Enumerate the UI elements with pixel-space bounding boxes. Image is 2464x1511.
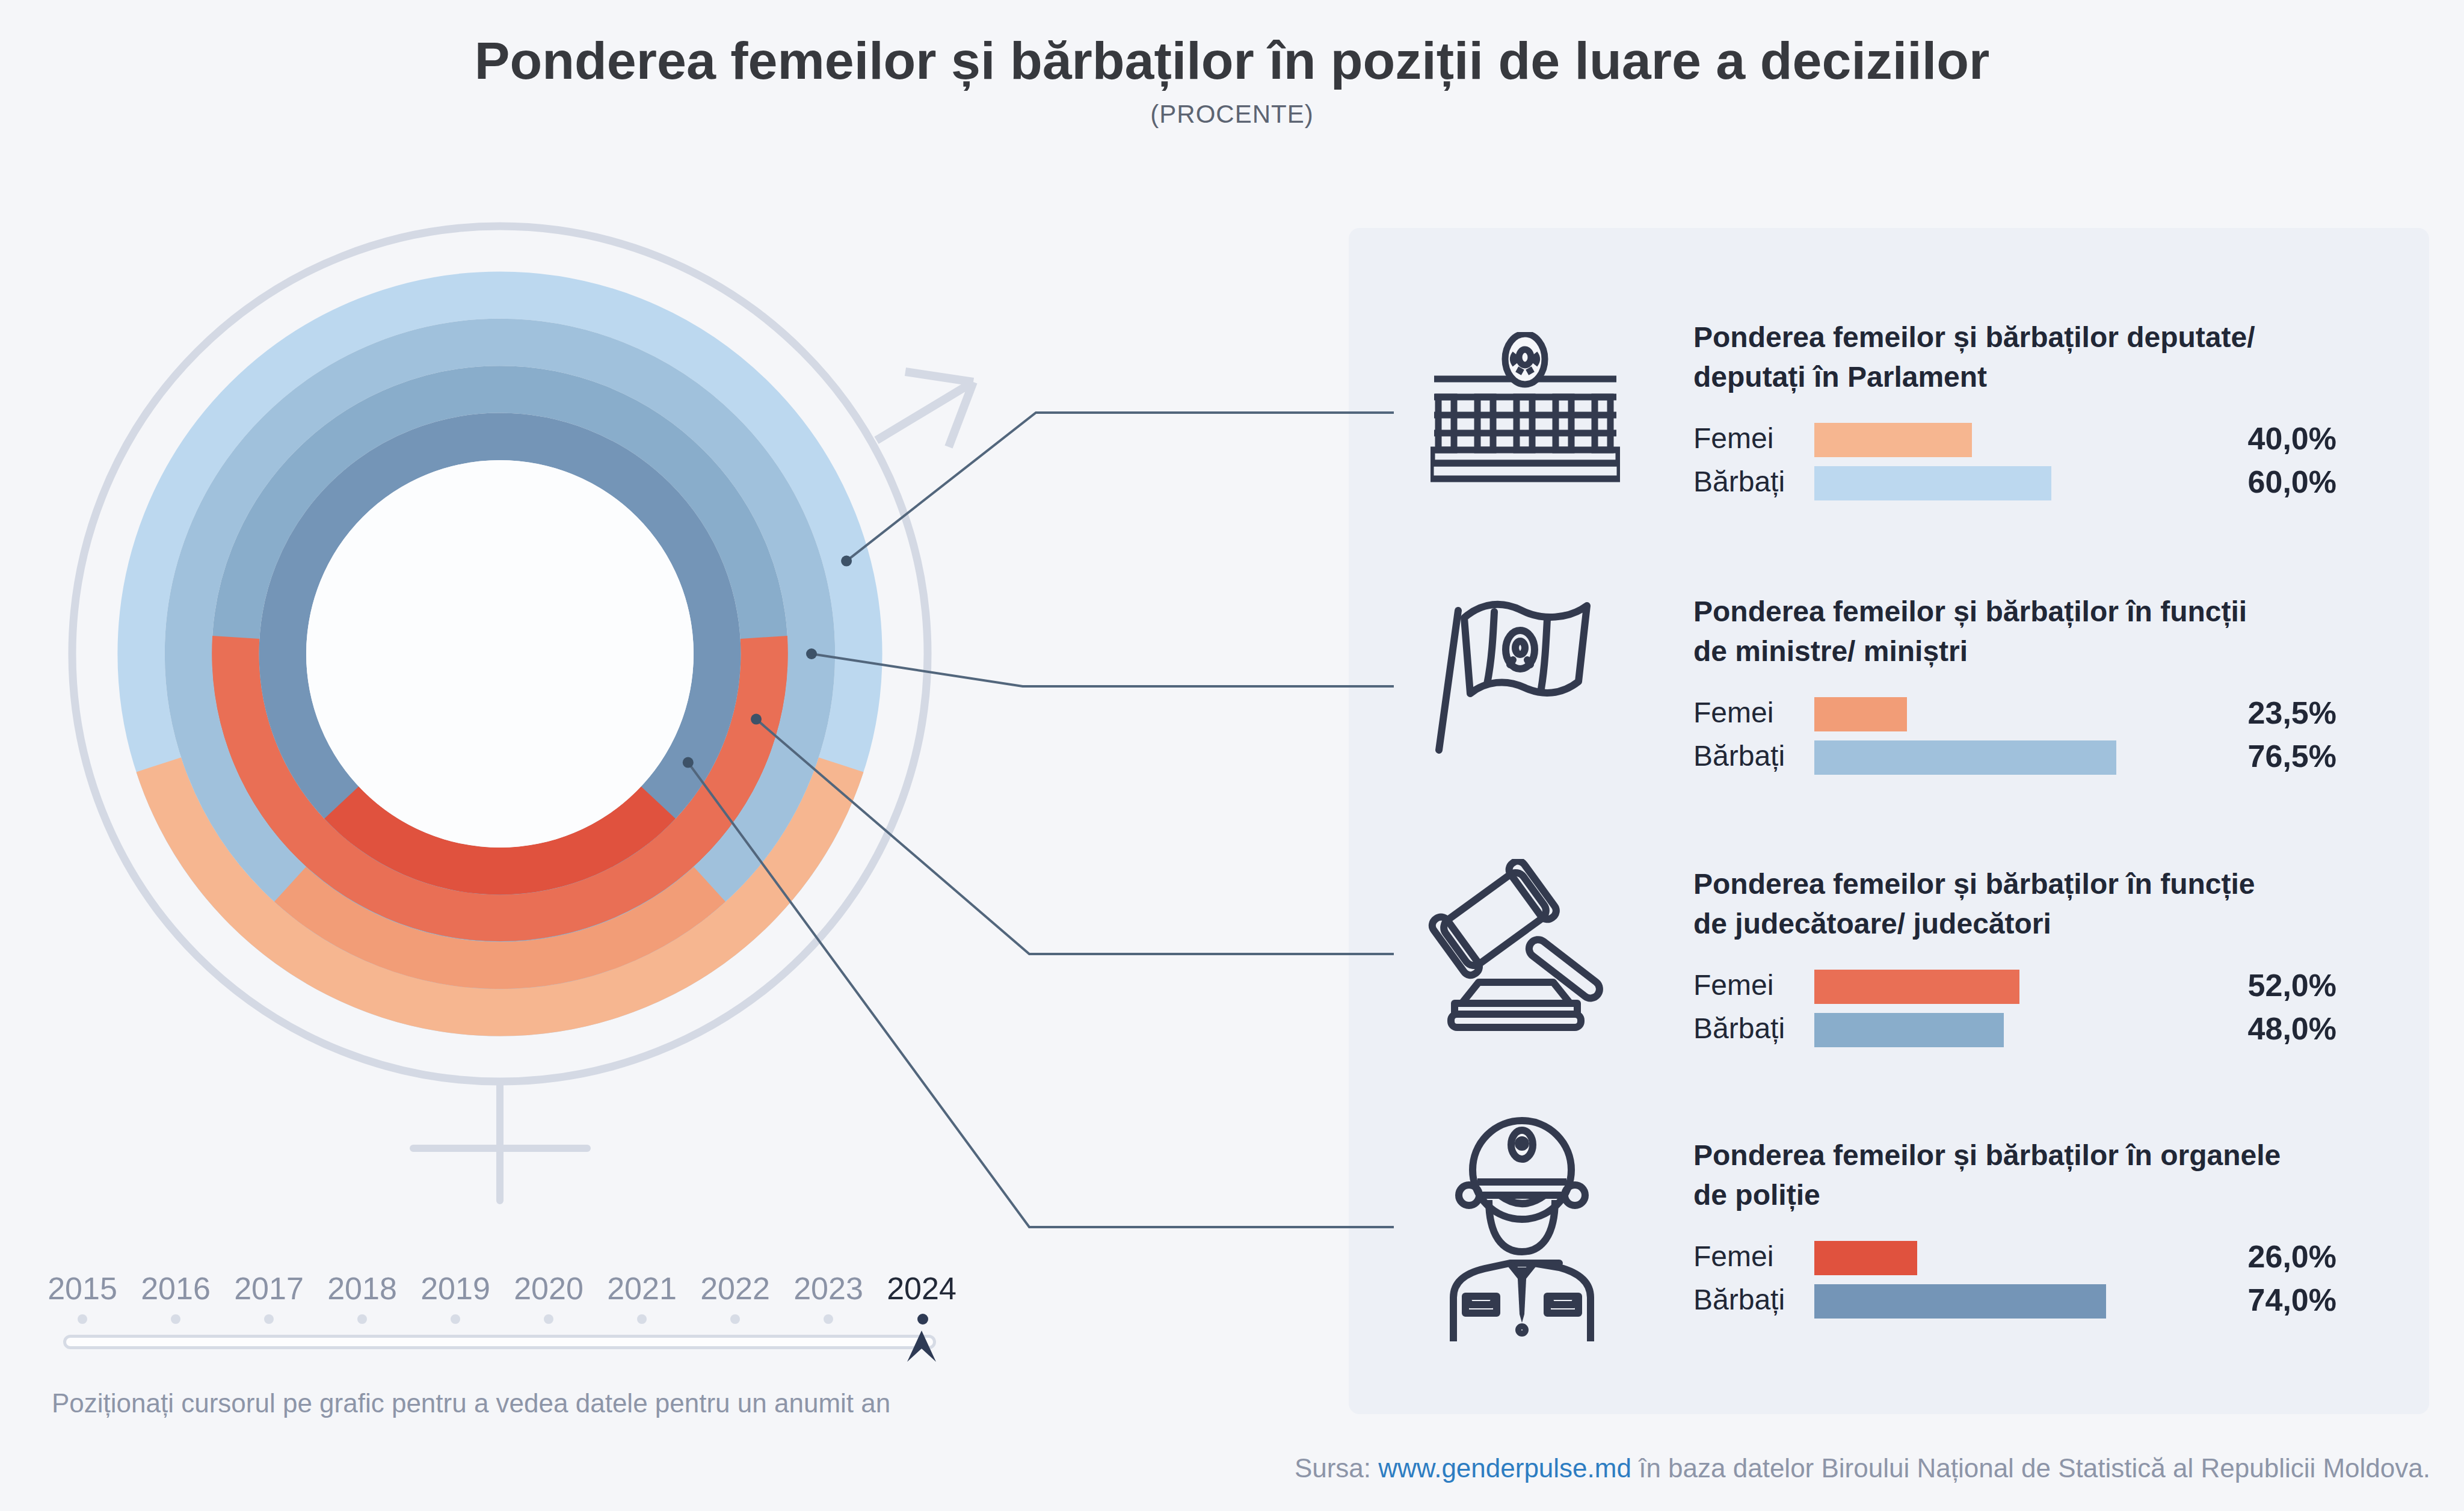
female-value-ministers: 23,5% [2075, 694, 2336, 731]
parliament-building-icon [1431, 332, 1620, 490]
year-label-2017[interactable]: 2017 [224, 1270, 314, 1306]
source-suffix: în baza datelor Biroului Național de Sta… [1631, 1453, 2430, 1483]
female-value-judges: 52,0% [2075, 967, 2336, 1004]
year-label-2022[interactable]: 2022 [690, 1270, 780, 1306]
year-dot-2021[interactable] [637, 1314, 647, 1324]
page-subtitle: (PROCENTE) [0, 100, 2464, 129]
year-label-2020[interactable]: 2020 [504, 1270, 594, 1306]
male-value-judges: 48,0% [2075, 1010, 2336, 1047]
male-value-police: 74,0% [2075, 1281, 2336, 1319]
year-label-2021[interactable]: 2021 [597, 1270, 687, 1306]
year-dot-2017[interactable] [264, 1314, 274, 1324]
timeline-track[interactable] [63, 1335, 936, 1349]
donut-chart-rings[interactable] [137, 295, 864, 1036]
category-title-police: Ponderea femeilor și bărbaților în organ… [1693, 1136, 2445, 1215]
female-value-parliament: 40,0% [2075, 420, 2336, 457]
source-prefix: Sursa: [1295, 1453, 1378, 1483]
timeline-hint: Poziționați cursorul pe grafic pentru a … [52, 1388, 890, 1418]
leader-dot-police [683, 757, 694, 768]
year-label-2019[interactable]: 2019 [410, 1270, 500, 1306]
year-dot-2023[interactable] [824, 1314, 833, 1324]
year-dot-2020[interactable] [544, 1314, 553, 1324]
male-bar-judges [1814, 1013, 2004, 1047]
male-bar-police [1814, 1284, 2106, 1319]
category-title-parliament: Ponderea femeilor și bărbaților deputate… [1693, 318, 2445, 397]
male-arrow-icon [876, 372, 973, 447]
male-value-ministers: 76,5% [2075, 737, 2336, 775]
leader-dot-ministers [806, 648, 817, 659]
leader-dot-judges [751, 714, 762, 725]
gavel-icon [1426, 859, 1618, 1048]
leader-line-ministers [812, 654, 1394, 686]
year-dot-2019[interactable] [451, 1314, 460, 1324]
female-cross-icon [413, 1082, 587, 1201]
male-bar-parliament [1814, 466, 2051, 500]
year-label-2023[interactable]: 2023 [783, 1270, 873, 1306]
female-bar-parliament [1814, 423, 1972, 457]
timeline-cursor[interactable] [900, 1310, 948, 1368]
year-dot-2022[interactable] [730, 1314, 740, 1324]
source-line: Sursa: www.genderpulse.md în baza datelo… [1295, 1453, 2430, 1483]
year-label-2018[interactable]: 2018 [317, 1270, 407, 1306]
female-bar-police [1814, 1241, 1917, 1275]
male-value-parliament: 60,0% [2075, 463, 2336, 500]
donut-hole [306, 460, 694, 848]
source-link[interactable]: www.genderpulse.md [1378, 1453, 1631, 1483]
female-bar-ministers [1814, 697, 1907, 731]
female-bar-judges [1814, 970, 2019, 1004]
year-dot-2015[interactable] [78, 1314, 87, 1324]
year-dot-2018[interactable] [357, 1314, 367, 1324]
moldova-flag-icon [1427, 592, 1619, 766]
year-label-2024[interactable]: 2024 [876, 1270, 967, 1306]
page-title: Ponderea femeilor și bărbaților în poziț… [0, 30, 2464, 91]
year-dot-2016[interactable] [171, 1314, 180, 1324]
leader-line-parliament [846, 413, 1394, 561]
female-value-police: 26,0% [2075, 1238, 2336, 1275]
category-title-judges: Ponderea femeilor și bărbaților în funcț… [1693, 864, 2445, 944]
category-title-ministers: Ponderea femeilor și bărbaților în funcț… [1693, 592, 2445, 671]
police-officer-icon [1443, 1116, 1599, 1347]
leader-dot-parliament [841, 556, 852, 567]
year-label-2015[interactable]: 2015 [37, 1270, 128, 1306]
year-label-2016[interactable]: 2016 [131, 1270, 221, 1306]
male-bar-ministers [1814, 740, 2116, 775]
